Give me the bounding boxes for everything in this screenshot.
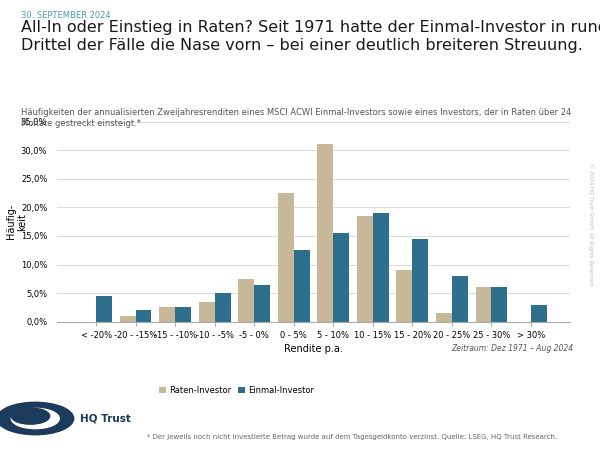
Bar [452, 276, 467, 322]
Circle shape [11, 408, 50, 424]
Circle shape [0, 402, 74, 435]
Y-axis label: Häufig-
keit: Häufig- keit [6, 204, 28, 239]
Bar [278, 193, 294, 322]
Text: HQ Trust: HQ Trust [80, 414, 131, 423]
Bar [333, 233, 349, 322]
Bar [491, 288, 507, 322]
Bar [96, 296, 112, 322]
Bar [238, 279, 254, 322]
Bar [317, 144, 333, 322]
Circle shape [11, 409, 59, 428]
Text: Zeitraum: Dez 1971 – Aug 2024: Zeitraum: Dez 1971 – Aug 2024 [451, 344, 573, 353]
Bar [175, 307, 191, 322]
Bar [412, 239, 428, 322]
Bar [215, 293, 230, 322]
Bar [373, 213, 389, 322]
Text: * Der jeweils noch nicht investierte Betrag wurde auf dem Tagesgeldkonto verzins: * Der jeweils noch nicht investierte Bet… [147, 434, 557, 440]
X-axis label: Rendite p.a.: Rendite p.a. [284, 344, 343, 354]
Bar [436, 313, 452, 322]
Legend: Raten-Investor, Einmal-Investor: Raten-Investor, Einmal-Investor [159, 386, 314, 395]
Bar [120, 316, 136, 322]
Text: © 2024 HQ Trust GmbH. All Rights Reserved.: © 2024 HQ Trust GmbH. All Rights Reserve… [588, 163, 594, 287]
Text: Häufigkeiten der annualisierten Zweijahresrenditen eines MSCI ACWI Einmal-Invest: Häufigkeiten der annualisierten Zweijahr… [21, 108, 571, 128]
Text: 30. SEPTEMBER 2024: 30. SEPTEMBER 2024 [21, 11, 110, 20]
Bar [357, 216, 373, 322]
Bar [254, 284, 270, 322]
Bar [397, 270, 412, 322]
Bar [531, 305, 547, 322]
Bar [476, 288, 491, 322]
Text: All-In oder Einstieg in Raten? Seit 1971 hatte der Einmal-Investor in rund zwei
: All-In oder Einstieg in Raten? Seit 1971… [21, 20, 600, 53]
Bar [136, 310, 151, 322]
Bar [294, 250, 310, 322]
Bar [199, 302, 215, 322]
Bar [160, 307, 175, 322]
